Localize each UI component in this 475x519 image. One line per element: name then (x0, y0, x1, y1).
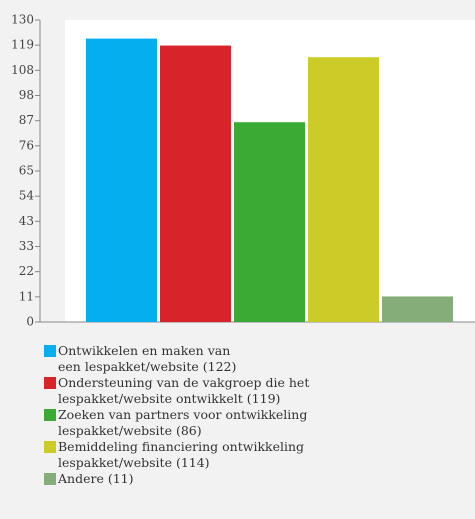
legend-swatch (44, 441, 56, 453)
legend-item: Ontwikkelen en maken van een lespakket/w… (44, 343, 474, 375)
legend-swatch (44, 345, 56, 357)
legend-item: Zoeken van partners voor ontwikkeling le… (44, 407, 474, 439)
legend-label: Ondersteuning van de vakgroep die het le… (58, 375, 310, 406)
y-tick-label: 33 (19, 239, 34, 253)
bar (382, 296, 453, 322)
bar (160, 45, 231, 323)
y-tick-label: 130 (11, 13, 34, 27)
legend-item: Andere (11) (44, 471, 474, 487)
bar (308, 57, 379, 323)
bar (234, 122, 305, 322)
y-tick-label: 43 (19, 214, 34, 228)
legend-swatch (44, 473, 56, 485)
legend-swatch (44, 409, 56, 421)
y-tick-label: 98 (19, 88, 34, 102)
legend-item: Bemiddeling financiering ontwikkeling le… (44, 439, 474, 471)
y-tick-label: 76 (19, 138, 34, 152)
legend-label: Bemiddeling financiering ontwikkeling le… (58, 439, 305, 470)
legend-label: Ontwikkelen en maken van een lespakket/w… (58, 343, 237, 374)
y-tick-label: 0 (26, 315, 34, 329)
legend-label: Andere (11) (58, 471, 134, 486)
chart: 0 11 22 33 43 54 65 76 87 98 108 119 130 (11, 13, 475, 329)
y-tick-label: 65 (19, 164, 34, 178)
legend-swatch (44, 377, 56, 389)
y-tick-label: 22 (19, 264, 34, 278)
bar (86, 38, 157, 322)
y-tick-label: 87 (19, 113, 34, 127)
legend: Ontwikkelen en maken van een lespakket/w… (44, 343, 474, 487)
legend-label: Zoeken van partners voor ontwikkeling le… (58, 407, 308, 438)
legend-item: Ondersteuning van de vakgroep die het le… (44, 375, 474, 407)
y-tick-label: 11 (19, 289, 34, 303)
y-tick-label: 108 (11, 63, 34, 77)
y-tick-label: 54 (19, 189, 35, 203)
y-tick-label: 119 (11, 38, 34, 52)
